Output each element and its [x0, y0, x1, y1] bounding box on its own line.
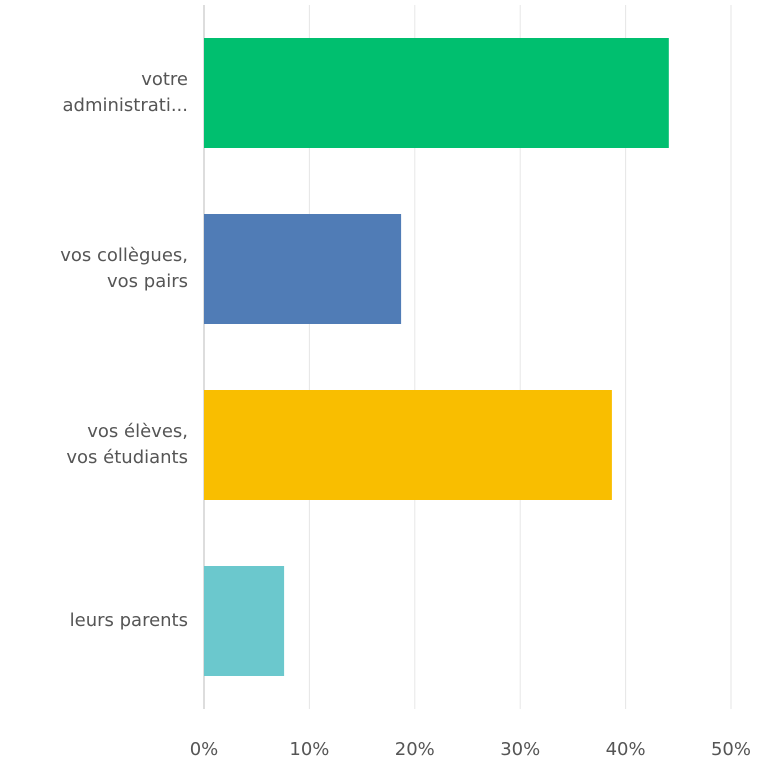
bar: [204, 390, 612, 500]
x-tick-label: 0%: [190, 739, 219, 760]
y-tick-label: leurs parents: [70, 610, 188, 631]
x-tick-label: 10%: [289, 739, 329, 760]
bar: [204, 566, 285, 676]
x-tick-label: 50%: [711, 739, 751, 760]
y-tick-label: vos élèves, vos étudiants: [66, 421, 188, 468]
x-tick-label: 20%: [395, 739, 435, 760]
y-tick-label: votre administrati...: [63, 69, 189, 116]
bar: [204, 38, 669, 148]
y-tick-label: vos collègues, vos pairs: [60, 245, 188, 292]
x-tick-label: 30%: [500, 739, 540, 760]
x-tick-label: 40%: [606, 739, 646, 760]
bar: [204, 214, 402, 324]
